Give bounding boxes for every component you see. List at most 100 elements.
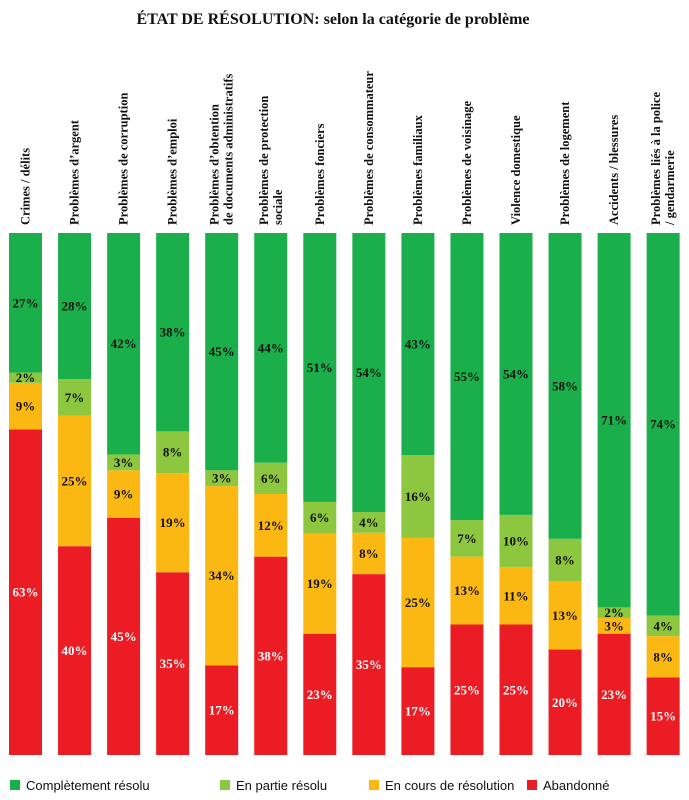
category-labels: Crimes / délits Problèmes d’argent Problèm… bbox=[19, 71, 678, 226]
data-label: 9% bbox=[16, 399, 36, 414]
bar-segment bbox=[107, 233, 141, 455]
bar-segment bbox=[58, 379, 92, 416]
category-label: Problèmes d’emploi bbox=[166, 118, 180, 225]
bar-segment bbox=[646, 677, 680, 755]
bar-segment bbox=[303, 533, 337, 634]
data-label: 45% bbox=[111, 629, 137, 644]
bar-segment bbox=[254, 462, 288, 494]
data-label: 2% bbox=[604, 605, 624, 620]
bar-segment bbox=[205, 233, 239, 471]
data-label: 11% bbox=[503, 588, 528, 603]
bar-segment bbox=[548, 649, 582, 755]
bar-segment bbox=[254, 556, 288, 755]
bar-segment bbox=[254, 233, 288, 463]
data-label: 38% bbox=[160, 325, 186, 340]
data-label: 9% bbox=[114, 487, 134, 502]
bar-segment bbox=[156, 431, 190, 474]
category-label: Problèmes de consommateur bbox=[362, 71, 376, 225]
category-label: Problèmes familiaux bbox=[411, 114, 425, 225]
category-label: Problèmes fonciers bbox=[313, 123, 327, 225]
data-label: 27% bbox=[13, 295, 39, 310]
legend-swatch bbox=[10, 780, 20, 790]
data-label: 28% bbox=[62, 299, 88, 314]
bar-segment bbox=[303, 233, 337, 502]
category-label: Crimes / délits bbox=[19, 148, 33, 225]
bar-segment bbox=[107, 517, 141, 755]
data-label: 4% bbox=[653, 618, 673, 633]
bar-segment bbox=[254, 494, 288, 557]
bar-segment bbox=[646, 233, 680, 616]
bar-segment bbox=[450, 556, 484, 625]
data-label: 8% bbox=[163, 445, 183, 460]
legend-swatch bbox=[220, 780, 230, 790]
bar-segment bbox=[9, 429, 42, 755]
data-label: 55% bbox=[454, 369, 480, 384]
bar-segment bbox=[597, 617, 631, 634]
data-label: 25% bbox=[454, 682, 480, 697]
data-label: 7% bbox=[457, 531, 477, 546]
chart-title: ÉTAT DE RÉSOLUTION: selon la catégorie d… bbox=[136, 9, 529, 28]
data-label: 12% bbox=[258, 518, 284, 533]
bar-segment bbox=[646, 615, 680, 637]
bar-segment bbox=[646, 636, 680, 678]
legend-label: Abandonné bbox=[543, 778, 610, 793]
bar-segment bbox=[156, 572, 190, 755]
legend-label: En partie résolu bbox=[236, 778, 327, 793]
data-label: 3% bbox=[114, 455, 134, 470]
bar-segment bbox=[548, 581, 582, 650]
bar-segment bbox=[58, 415, 92, 547]
bar-segment bbox=[499, 514, 533, 568]
data-label: 15% bbox=[650, 709, 676, 724]
bar-segment bbox=[205, 470, 239, 487]
data-label: 10% bbox=[503, 533, 529, 548]
bar-segment bbox=[499, 624, 533, 755]
category-label: Problèmes de corruption bbox=[117, 93, 131, 225]
bar-segment bbox=[352, 233, 386, 513]
data-label: 2% bbox=[16, 370, 36, 385]
data-label: 42% bbox=[111, 336, 137, 351]
bar-segment bbox=[450, 520, 484, 557]
data-label: 25% bbox=[503, 682, 529, 697]
data-label: 40% bbox=[62, 643, 88, 658]
data-label: 58% bbox=[552, 378, 578, 393]
data-label: 35% bbox=[160, 656, 186, 671]
data-label: 35% bbox=[356, 657, 382, 672]
bar-segment bbox=[303, 501, 337, 534]
bar-segment bbox=[401, 537, 435, 668]
bar-segment bbox=[156, 473, 190, 573]
bar-segment bbox=[107, 470, 141, 518]
data-label: 74% bbox=[650, 417, 676, 432]
legend-swatch bbox=[527, 780, 537, 790]
bar-segment bbox=[450, 624, 484, 755]
legend-swatch bbox=[369, 780, 379, 790]
category-label: Problèmes de protectionsociale bbox=[257, 96, 285, 225]
data-label: 6% bbox=[310, 510, 330, 525]
bar-segment bbox=[499, 233, 533, 515]
data-label: 17% bbox=[209, 703, 235, 718]
bar-segment bbox=[9, 372, 42, 383]
bar-segment bbox=[352, 512, 386, 533]
data-label: 63% bbox=[13, 585, 39, 600]
stacked-bars: 63% 9% 2% 27% 40% 25% 7% 28% 45% 9% 3% 42% 35% 19% 8% 3… bbox=[9, 233, 680, 755]
data-label: 3% bbox=[604, 618, 624, 633]
data-label: 8% bbox=[653, 649, 673, 664]
bar-segment bbox=[401, 455, 435, 538]
bar-segment bbox=[499, 567, 533, 625]
bar-segment bbox=[9, 382, 42, 430]
data-label: 43% bbox=[405, 337, 431, 352]
bar-segment bbox=[205, 486, 239, 666]
bar-segment bbox=[597, 607, 631, 618]
data-label: 23% bbox=[601, 687, 627, 702]
data-label: 8% bbox=[555, 552, 575, 567]
bar-segment bbox=[597, 633, 631, 755]
data-label: 45% bbox=[209, 344, 235, 359]
bar-segment bbox=[548, 538, 582, 581]
data-label: 20% bbox=[552, 695, 578, 710]
data-label: 23% bbox=[307, 687, 333, 702]
bar-segment bbox=[401, 233, 435, 456]
data-label: 25% bbox=[405, 595, 431, 610]
category-label: Problèmes de voisinage bbox=[460, 100, 474, 225]
bar-segment bbox=[205, 665, 239, 755]
data-label: 7% bbox=[65, 390, 85, 405]
